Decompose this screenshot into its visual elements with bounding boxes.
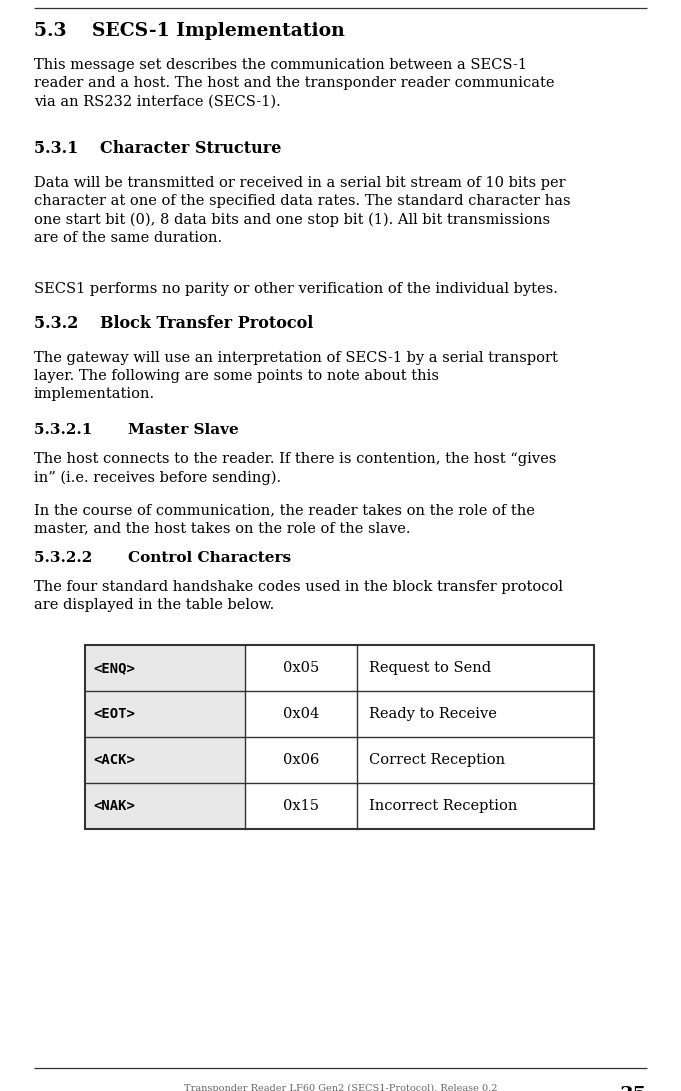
Text: Correct Reception: Correct Reception <box>369 753 505 767</box>
Text: Request to Send: Request to Send <box>369 661 491 675</box>
Bar <box>245 738 357 783</box>
Text: 0x15: 0x15 <box>283 799 319 813</box>
Text: 5.3.1  Character Structure: 5.3.1 Character Structure <box>34 140 281 157</box>
Text: 35: 35 <box>620 1086 647 1091</box>
Text: 5.3  SECS-1 Implementation: 5.3 SECS-1 Implementation <box>34 22 345 40</box>
Bar <box>357 691 594 738</box>
Bar <box>85 738 245 783</box>
Text: Data will be transmitted or received in a serial bit stream of 10 bits per
chara: Data will be transmitted or received in … <box>34 176 571 245</box>
Text: In the course of communication, the reader takes on the role of the
master, and : In the course of communication, the read… <box>34 503 535 536</box>
Text: SECS1 performs no parity or other verification of the individual bytes.: SECS1 performs no parity or other verifi… <box>34 281 558 296</box>
Text: 5.3.2.1   Master Slave: 5.3.2.1 Master Slave <box>34 423 239 437</box>
Text: Incorrect Reception: Incorrect Reception <box>369 799 518 813</box>
Text: 0x04: 0x04 <box>283 707 319 721</box>
Bar <box>357 645 594 691</box>
Bar <box>245 645 357 691</box>
Text: Transponder Reader LF60 Gen2 (SECS1-Protocol), Release 0.2: Transponder Reader LF60 Gen2 (SECS1-Prot… <box>184 1084 497 1091</box>
Text: 5.3.2.2   Control Characters: 5.3.2.2 Control Characters <box>34 551 291 565</box>
Text: <ACK>: <ACK> <box>93 753 135 767</box>
Text: The host connects to the reader. If there is contention, the host “gives
in” (i.: The host connects to the reader. If ther… <box>34 452 556 484</box>
Bar <box>245 691 357 738</box>
Text: This message set describes the communication between a SECS-1
reader and a host.: This message set describes the communica… <box>34 58 554 108</box>
Text: 0x05: 0x05 <box>283 661 319 675</box>
Text: <ENQ>: <ENQ> <box>93 661 135 675</box>
Bar <box>357 783 594 829</box>
Text: The gateway will use an interpretation of SECS-1 by a serial transport
layer. Th: The gateway will use an interpretation o… <box>34 351 558 401</box>
Bar <box>85 783 245 829</box>
Bar <box>357 738 594 783</box>
Text: The four standard handshake codes used in the block transfer protocol
are displa: The four standard handshake codes used i… <box>34 580 563 612</box>
Bar <box>85 645 594 829</box>
Bar <box>85 691 245 738</box>
Text: Ready to Receive: Ready to Receive <box>369 707 497 721</box>
Text: <NAK>: <NAK> <box>93 799 135 813</box>
Text: 5.3.2  Block Transfer Protocol: 5.3.2 Block Transfer Protocol <box>34 315 313 332</box>
Bar <box>85 645 245 691</box>
Text: 0x06: 0x06 <box>283 753 319 767</box>
Text: <EOT>: <EOT> <box>93 707 135 721</box>
Bar <box>245 783 357 829</box>
